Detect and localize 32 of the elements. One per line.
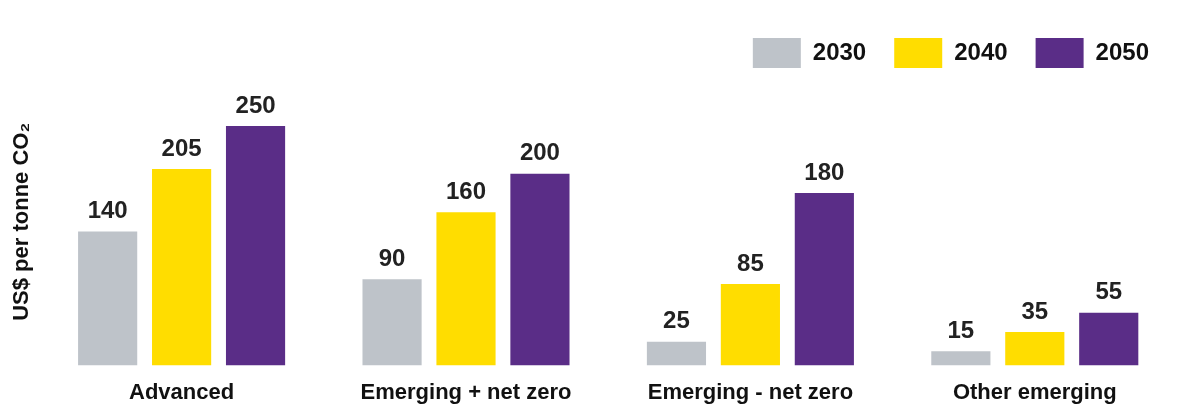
bar (510, 173, 570, 366)
bar (1079, 312, 1139, 366)
data-label: 140 (87, 196, 128, 224)
bar (436, 212, 496, 366)
legend-label: 2030 (812, 37, 867, 65)
data-label: 55 (1095, 277, 1123, 305)
x-tick-label: Emerging - net zero (647, 378, 854, 404)
bar (362, 279, 422, 366)
bar (646, 341, 707, 366)
y-axis-title: US$ per tonne CO₂ (8, 122, 34, 321)
bar (931, 351, 991, 366)
bar (720, 284, 780, 366)
data-label: 200 (519, 138, 560, 166)
bar (225, 125, 286, 366)
x-tick-label: Emerging + net zero (360, 378, 572, 404)
data-label: 180 (804, 157, 845, 185)
legend-label: 2050 (1095, 37, 1149, 65)
x-tick-label: Other emerging (952, 378, 1117, 404)
data-label: 85 (737, 248, 764, 276)
data-label: 35 (1021, 296, 1049, 324)
bar (152, 169, 212, 366)
legend-label: 2040 (954, 37, 1008, 65)
bar (1005, 332, 1065, 366)
data-label: 250 (235, 90, 276, 118)
bar (794, 193, 854, 366)
data-label: 25 (663, 306, 690, 334)
data-label: 160 (445, 176, 487, 204)
data-label: 205 (161, 133, 202, 161)
bar (78, 231, 138, 366)
x-tick-label: Advanced (129, 378, 235, 404)
data-label: 90 (378, 243, 406, 271)
data-label: 15 (947, 315, 975, 343)
